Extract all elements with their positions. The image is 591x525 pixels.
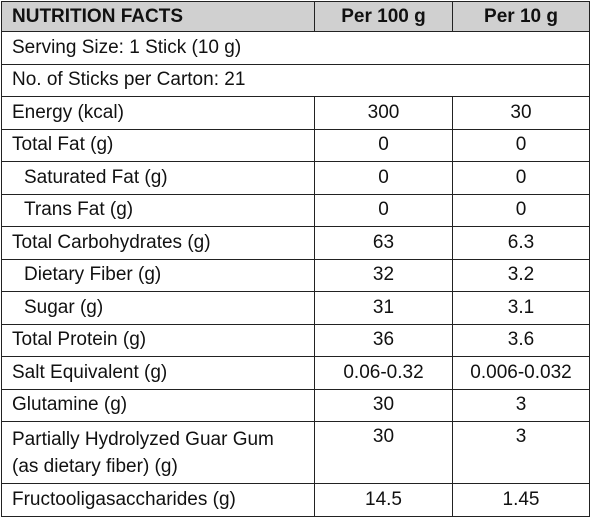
nutrient-label: Dietary Fiber (g) <box>1 258 315 292</box>
value-per-100g: 30 <box>314 388 453 422</box>
value-per-10g: 0.006-0.032 <box>452 356 590 390</box>
table-row: Dietary Fiber (g) 32 3.2 <box>1 258 590 292</box>
sticks-per-carton-text: No. of Sticks per Carton: 21 <box>1 63 590 97</box>
serving-size-text: Serving Size: 1 Stick (10 g) <box>1 31 590 65</box>
value-per-10g: 3.6 <box>452 323 590 357</box>
value-per-10g: 1.45 <box>452 483 590 517</box>
table-row: Trans Fat (g) 0 0 <box>1 193 590 227</box>
nutrient-label: Partially Hydrolyzed Guar Gum (as dietar… <box>1 421 315 484</box>
table-row: Fructooligasaccharides (g) 14.5 1.45 <box>1 483 590 517</box>
nutrient-label: Total Fat (g) <box>1 128 315 162</box>
value-per-10g: 30 <box>452 96 590 130</box>
value-per-100g: 32 <box>314 258 453 292</box>
value-per-10g: 3.1 <box>452 291 590 325</box>
table-row: Salt Equivalent (g) 0.06-0.32 0.006-0.03… <box>1 356 590 390</box>
table-title: NUTRITION FACTS <box>1 1 315 32</box>
column-header-per-100g: Per 100 g <box>314 1 453 32</box>
nutrient-label: Salt Equivalent (g) <box>1 356 315 390</box>
table-row: Sugar (g) 31 3.1 <box>1 291 590 325</box>
value-per-10g: 0 <box>452 161 590 195</box>
nutrition-facts-table: NUTRITION FACTS Per 100 g Per 10 g Servi… <box>1 1 590 517</box>
value-per-100g: 0.06-0.32 <box>314 356 453 390</box>
value-per-100g: 31 <box>314 291 453 325</box>
value-per-100g: 30 <box>314 421 453 484</box>
value-per-10g: 6.3 <box>452 226 590 260</box>
nutrient-label: Total Protein (g) <box>1 323 315 357</box>
value-per-100g: 0 <box>314 128 453 162</box>
nutrient-label-line-1: Partially Hydrolyzed Guar Gum <box>12 428 274 450</box>
sticks-per-carton-row: No. of Sticks per Carton: 21 <box>1 63 590 97</box>
value-per-10g: 3.2 <box>452 258 590 292</box>
header-row: NUTRITION FACTS Per 100 g Per 10 g <box>1 1 590 32</box>
column-header-per-10g: Per 10 g <box>452 1 590 32</box>
value-per-100g: 63 <box>314 226 453 260</box>
nutrient-label: Sugar (g) <box>1 291 315 325</box>
value-per-100g: 36 <box>314 323 453 357</box>
table-row: Total Protein (g) 36 3.6 <box>1 323 590 357</box>
nutrient-label: Total Carbohydrates (g) <box>1 226 315 260</box>
table-row: Total Carbohydrates (g) 63 6.3 <box>1 226 590 260</box>
value-per-100g: 300 <box>314 96 453 130</box>
nutrient-label: Fructooligasaccharides (g) <box>1 483 315 517</box>
nutrient-label: Energy (kcal) <box>1 96 315 130</box>
table-row: Glutamine (g) 30 3 <box>1 388 590 422</box>
value-per-10g: 3 <box>452 421 590 484</box>
table-row: Total Fat (g) 0 0 <box>1 128 590 162</box>
value-per-100g: 0 <box>314 193 453 227</box>
table-row: Saturated Fat (g) 0 0 <box>1 161 590 195</box>
value-per-100g: 14.5 <box>314 483 453 517</box>
nutrient-label: Trans Fat (g) <box>1 193 315 227</box>
value-per-100g: 0 <box>314 161 453 195</box>
table-row: Energy (kcal) 300 30 <box>1 96 590 130</box>
value-per-10g: 0 <box>452 128 590 162</box>
value-per-10g: 0 <box>452 193 590 227</box>
serving-size-row: Serving Size: 1 Stick (10 g) <box>1 31 590 65</box>
nutrient-label: Glutamine (g) <box>1 388 315 422</box>
table-row: Partially Hydrolyzed Guar Gum (as dietar… <box>1 421 590 484</box>
nutrient-label: Saturated Fat (g) <box>1 161 315 195</box>
value-per-10g: 3 <box>452 388 590 422</box>
nutrient-label-line-2: (as dietary fiber) (g) <box>12 455 178 477</box>
